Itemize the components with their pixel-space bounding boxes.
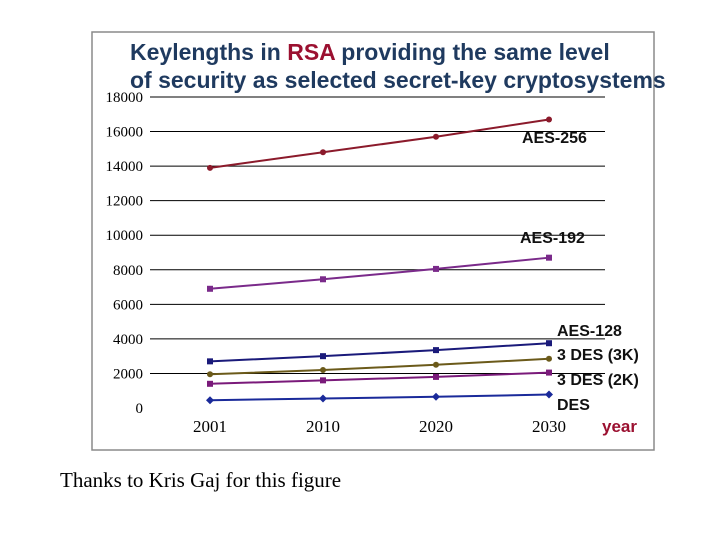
series-3-des-2k- — [207, 369, 552, 387]
y-axis-ticks: 0 2000 4000 6000 8000 10000 12000 14000 16000 180… — [106, 90, 144, 417]
x-axis-label: year — [602, 417, 637, 436]
data-point — [545, 390, 553, 399]
data-point — [433, 133, 439, 140]
y-tick-label: 4000 — [113, 332, 143, 348]
data-point — [320, 149, 326, 156]
y-tick-label: 6000 — [113, 297, 143, 313]
data-point — [320, 353, 326, 360]
data-point — [433, 347, 439, 354]
x-tick-label: 2010 — [306, 417, 340, 436]
title-part-rsa: RSA — [287, 39, 335, 65]
series-label: 3 DES (2K) — [557, 372, 639, 389]
series-aes-192 — [207, 254, 552, 292]
x-tick-label: 2001 — [193, 417, 227, 436]
series-label: AES-192 — [520, 230, 585, 247]
data-point — [433, 265, 439, 272]
data-point — [207, 371, 213, 378]
data-point — [432, 392, 440, 401]
title-part-before: Keylengths in — [130, 39, 287, 65]
y-tick-label: 2000 — [113, 366, 143, 382]
y-tick-label: 12000 — [106, 194, 144, 210]
series-aes-256 — [207, 116, 552, 171]
series-line — [209, 357, 550, 376]
series-label: AES-128 — [557, 323, 622, 340]
data-point — [320, 377, 326, 384]
y-tick-label: 10000 — [106, 228, 144, 244]
data-point — [207, 285, 213, 292]
data-point — [320, 366, 326, 373]
series-layer — [206, 116, 553, 405]
series-label: AES-256 — [522, 130, 587, 147]
chart-frame — [91, 31, 655, 451]
series-line — [209, 118, 550, 169]
series-line — [209, 342, 550, 363]
series-aes-128 — [207, 340, 552, 365]
series-label: DES — [557, 397, 590, 414]
y-tick-label: 18000 — [106, 90, 144, 106]
series-label: 3 DES (3K) — [557, 347, 639, 364]
chart-title-line-1: Keylengths in RSA providing the same lev… — [130, 39, 610, 65]
data-point — [207, 380, 213, 387]
data-point — [206, 396, 214, 405]
y-tick-label: 0 — [136, 401, 144, 417]
chart-title-line-2: of security as selected secret-key crypt… — [130, 67, 666, 93]
data-point — [207, 164, 213, 171]
series-line — [209, 371, 550, 385]
series-3-des-3k- — [207, 355, 552, 378]
data-point — [319, 394, 327, 403]
series-line — [209, 256, 550, 290]
x-axis-ticks: 2001 2010 2020 2030 — [193, 417, 566, 436]
y-tick-label: 14000 — [106, 159, 144, 175]
data-point — [433, 361, 439, 368]
series-line — [209, 393, 550, 402]
data-point — [207, 358, 213, 365]
x-tick-label: 2020 — [419, 417, 453, 436]
x-tick-label: 2030 — [532, 417, 566, 436]
data-point — [546, 116, 552, 123]
y-tick-label: 16000 — [106, 125, 144, 141]
data-point — [546, 355, 552, 362]
figure-caption: Thanks to Kris Gaj for this figure — [60, 468, 342, 492]
data-point — [320, 276, 326, 283]
data-point — [546, 254, 552, 261]
data-point — [546, 340, 552, 347]
y-tick-label: 8000 — [113, 263, 143, 279]
title-part-after: providing the same level — [335, 39, 610, 65]
series-labels: AES-256 AES-192 AES-128 3 DES (3K) 3 DES (2K… — [520, 130, 639, 414]
series-des — [206, 390, 553, 405]
data-point — [433, 373, 439, 380]
data-point — [546, 369, 552, 376]
